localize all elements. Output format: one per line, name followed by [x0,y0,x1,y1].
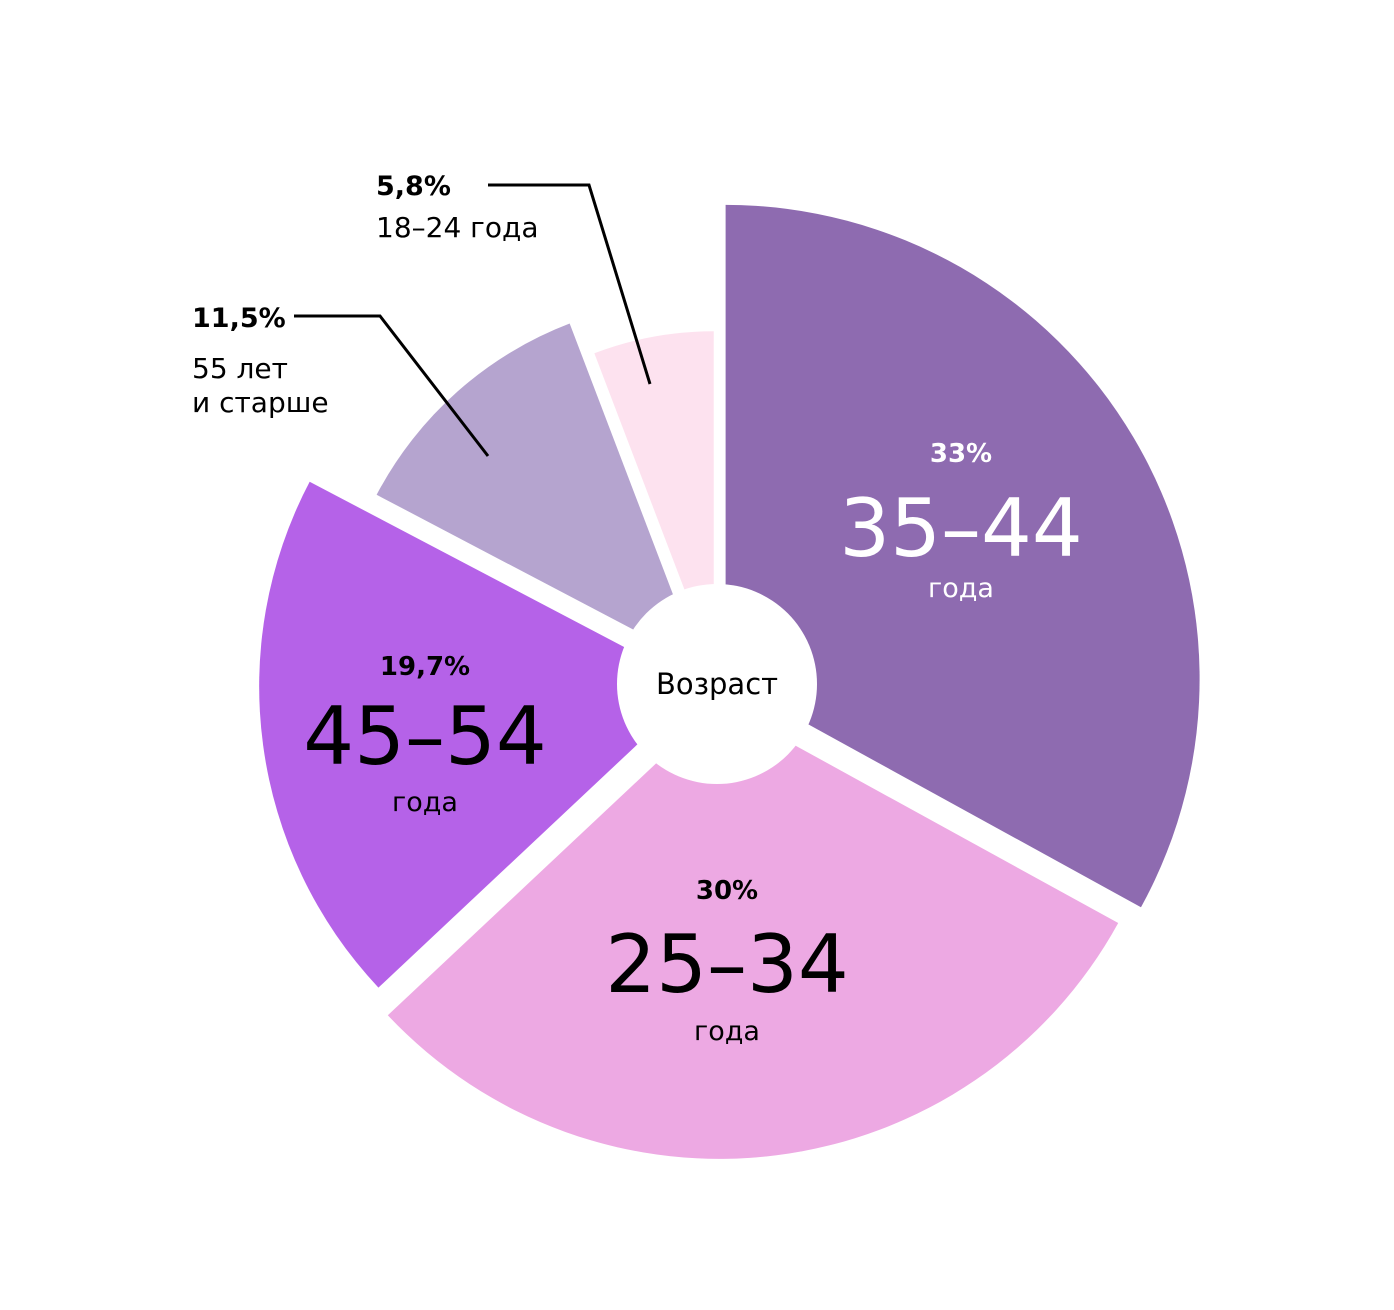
slice-label-18-24: 5,8% 18–24 года [376,171,652,385]
slice-45-54 [259,481,700,988]
leader-line-18-24 [488,183,652,385]
slice-text-18-24: 18–24 года [376,211,539,244]
slice-label-55-plus: 11,5% 55 лет и старше [192,303,490,457]
slice-text-55-plus-line1: 55 лет [192,352,288,385]
slice-55-plus [376,323,700,665]
slice-18-24 [594,331,714,667]
slice-unit-45-54: года [392,787,458,818]
center-hole [617,584,817,784]
slice-text-55-plus-line2: и старше [192,386,329,419]
slice-pct-45-54: 19,7% [380,652,470,682]
slice-label-45-54: 19,7% 45–54 года [303,652,547,818]
slice-pct-35-44: 33% [930,439,992,469]
slice-range-35-44: 35–44 [839,482,1083,575]
slice-range-25-34: 25–34 [605,918,849,1011]
slice-range-45-54: 45–54 [303,690,547,783]
leader-line-55-plus [294,314,490,457]
slice-35-44 [725,204,1200,908]
slice-label-35-44: 33% 35–44 года [839,439,1083,604]
slice-unit-25-34: года [694,1016,760,1047]
slice-pct-25-34: 30% [696,876,758,906]
slice-25-34 [387,703,1119,1159]
pie-slices [259,204,1200,1159]
slice-pct-55-plus: 11,5% [192,303,286,334]
slice-label-25-34: 30% 25–34 года [605,876,849,1047]
slice-pct-18-24: 5,8% [376,171,451,202]
slice-unit-35-44: года [928,573,994,604]
center-label: Возраст [656,667,778,701]
